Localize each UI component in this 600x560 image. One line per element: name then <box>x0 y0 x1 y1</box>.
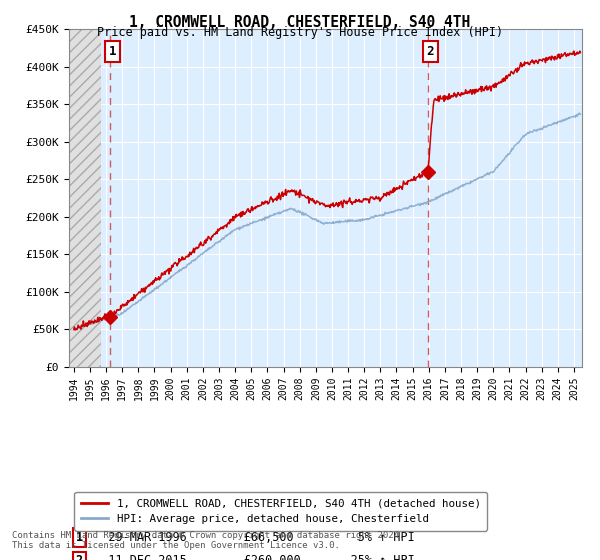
Text: 2: 2 <box>427 45 434 58</box>
Text: Contains HM Land Registry data © Crown copyright and database right 2024.
This d: Contains HM Land Registry data © Crown c… <box>12 530 404 550</box>
Text: 11-DEC-2015        £260,000       25% ↑ HPI: 11-DEC-2015 £260,000 25% ↑ HPI <box>87 554 415 560</box>
Text: 1, CROMWELL ROAD, CHESTERFIELD, S40 4TH: 1, CROMWELL ROAD, CHESTERFIELD, S40 4TH <box>130 15 470 30</box>
Text: 1: 1 <box>109 45 116 58</box>
Text: 29-MAR-1996        £66,500         5% ↑ HPI: 29-MAR-1996 £66,500 5% ↑ HPI <box>87 531 415 544</box>
Text: 1: 1 <box>76 531 83 544</box>
Text: 2: 2 <box>76 554 83 560</box>
Text: Price paid vs. HM Land Registry's House Price Index (HPI): Price paid vs. HM Land Registry's House … <box>97 26 503 39</box>
Legend: 1, CROMWELL ROAD, CHESTERFIELD, S40 4TH (detached house), HPI: Average price, de: 1, CROMWELL ROAD, CHESTERFIELD, S40 4TH … <box>74 492 487 530</box>
Bar <box>69 29 101 367</box>
